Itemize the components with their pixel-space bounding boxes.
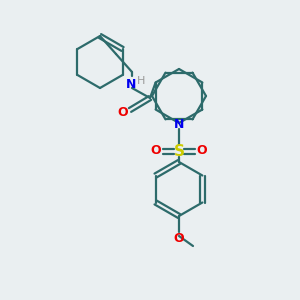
- Text: O: O: [197, 145, 207, 158]
- Text: O: O: [118, 106, 128, 119]
- Text: H: H: [137, 76, 145, 86]
- Text: N: N: [174, 118, 184, 130]
- Text: S: S: [173, 143, 184, 158]
- Text: O: O: [174, 232, 184, 244]
- Text: N: N: [126, 77, 136, 91]
- Text: O: O: [151, 145, 161, 158]
